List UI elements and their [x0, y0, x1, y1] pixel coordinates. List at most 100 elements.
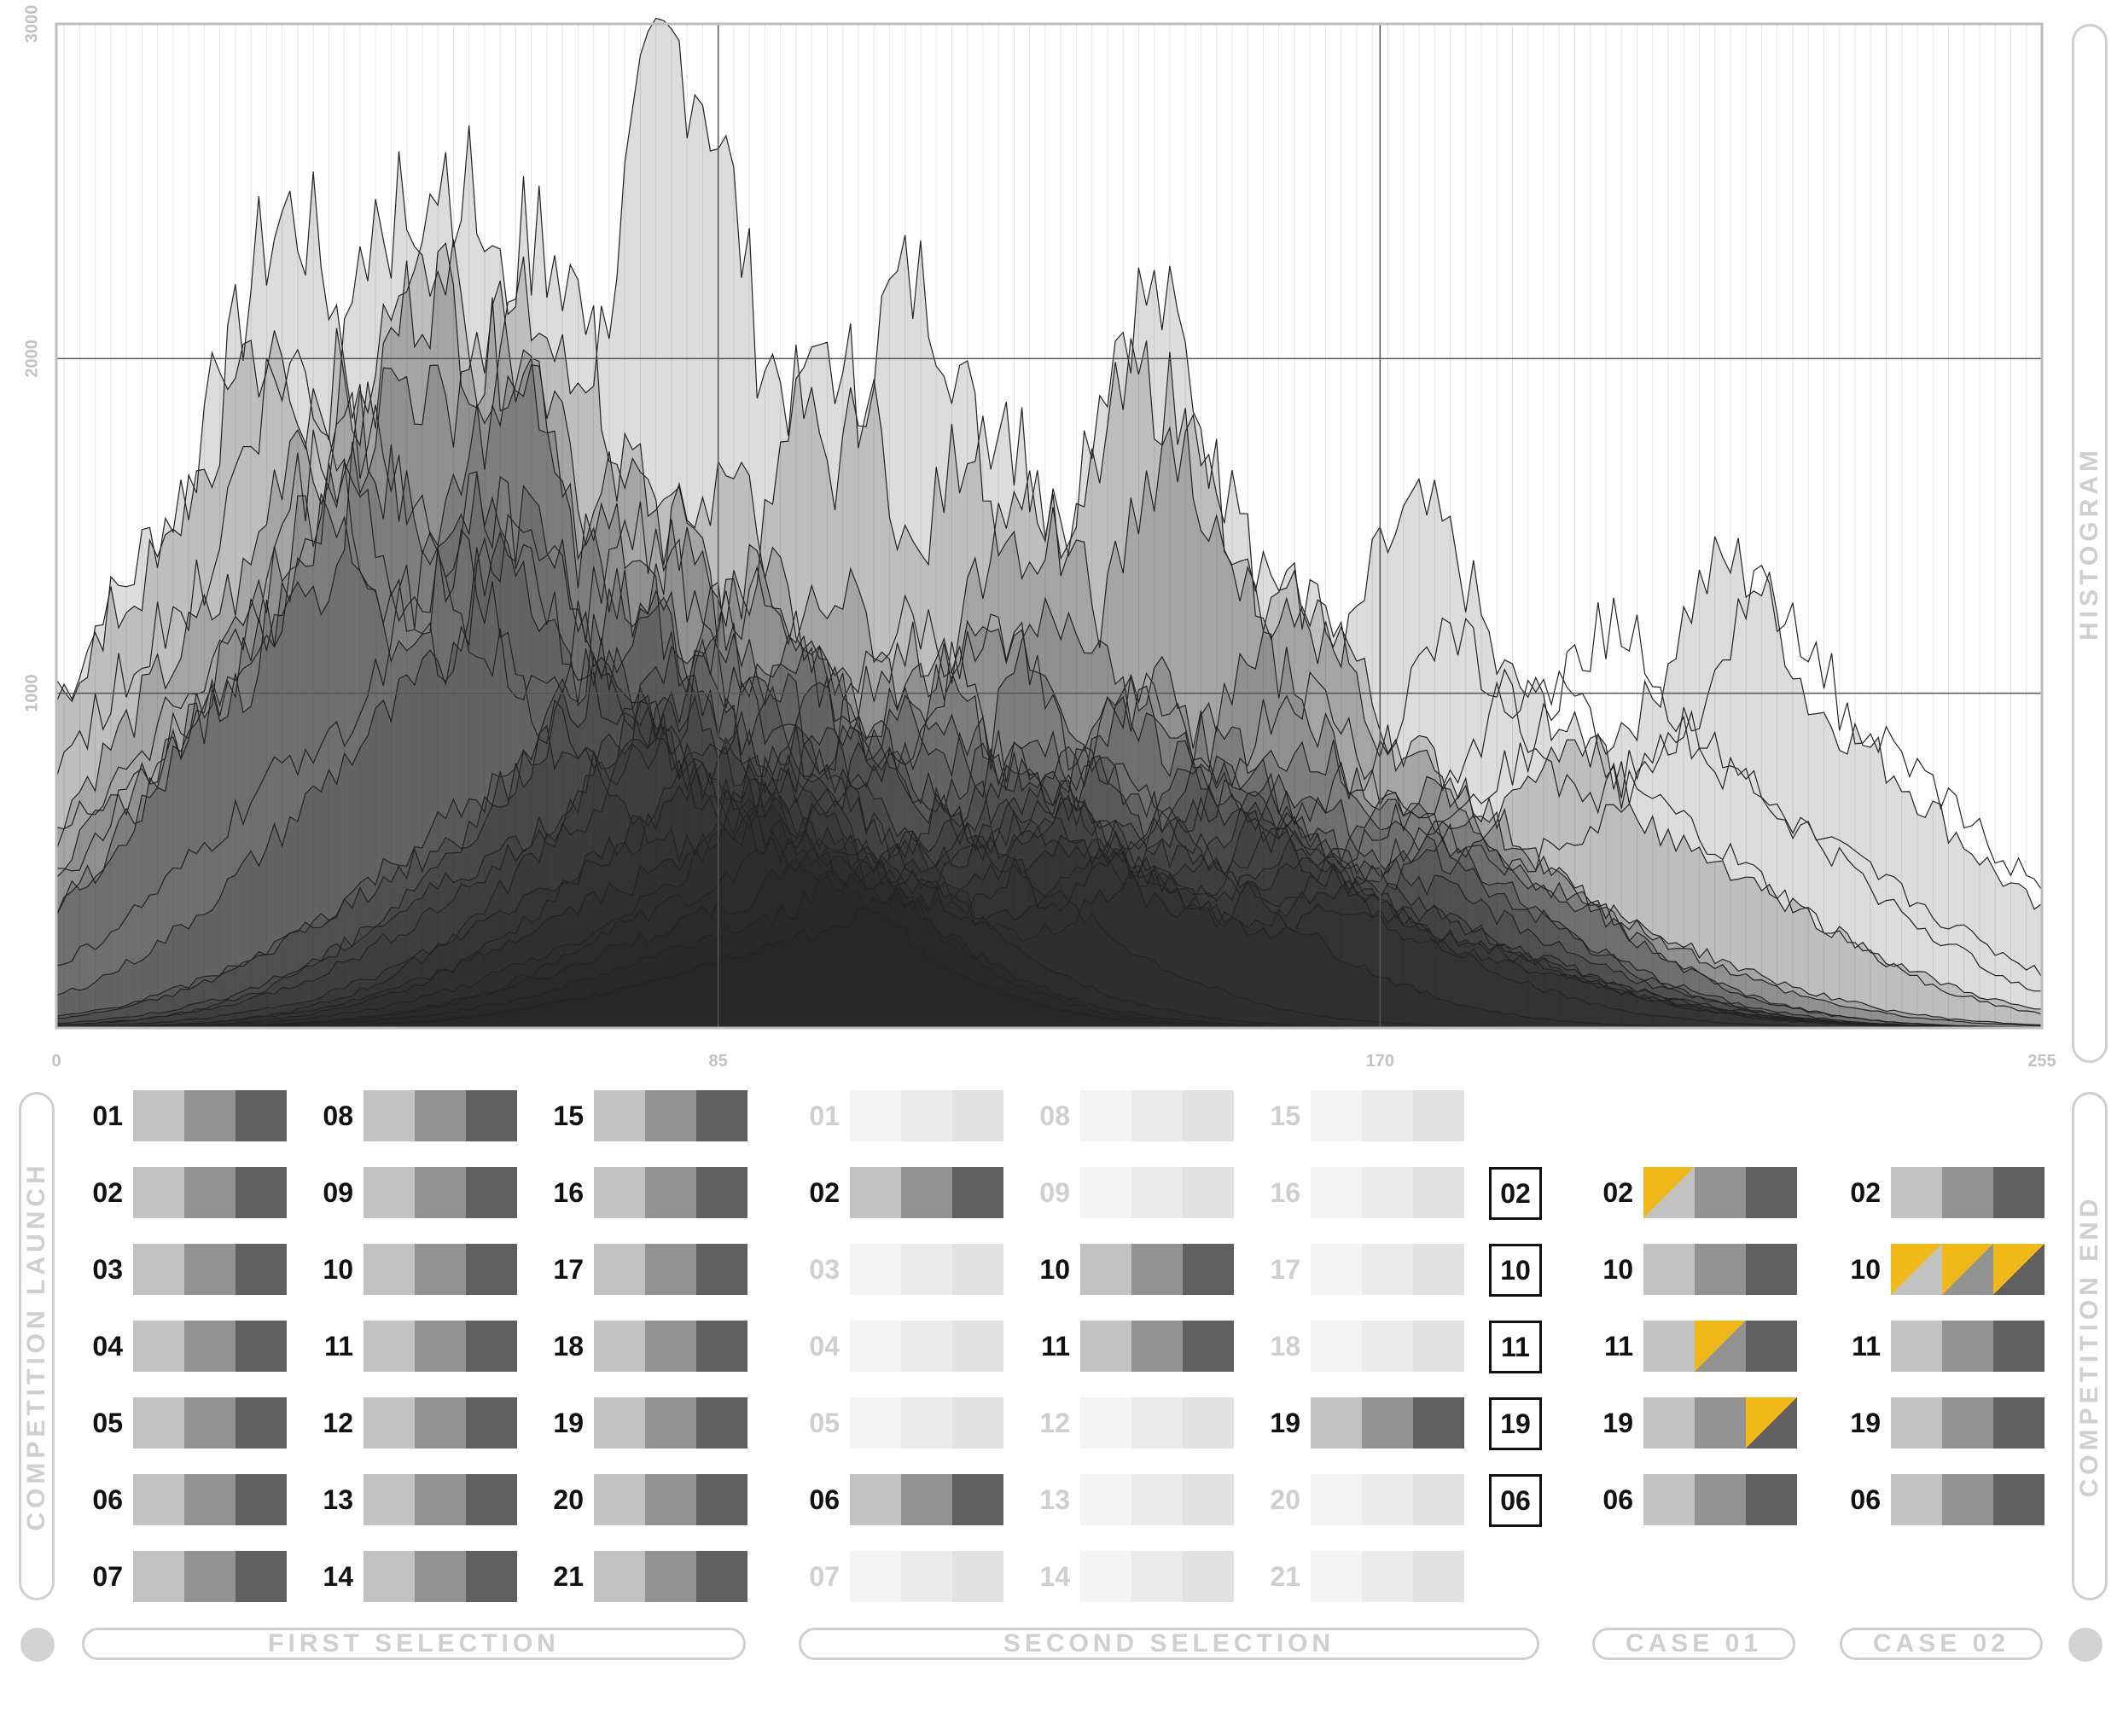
color-swatch	[850, 1167, 901, 1218]
entry-number: 02	[1850, 1177, 1881, 1208]
color-swatch	[133, 1321, 184, 1372]
color-swatch	[1695, 1397, 1746, 1449]
entry-number: 09	[323, 1177, 353, 1208]
color-swatch	[1993, 1474, 2044, 1525]
color-swatch	[1080, 1321, 1131, 1372]
color-swatch	[364, 1090, 415, 1141]
color-swatch	[133, 1167, 184, 1218]
color-swatch	[236, 1321, 287, 1372]
color-swatch	[1080, 1167, 1131, 1218]
entry-number: 05	[809, 1408, 840, 1438]
x-tick-label: 170	[1366, 1052, 1394, 1071]
color-swatch	[850, 1321, 901, 1372]
color-swatch	[133, 1244, 184, 1295]
histogram-series-line	[55, 348, 2043, 910]
histogram-series-area	[55, 742, 2043, 1029]
histogram-series-area	[55, 794, 2043, 1029]
color-swatch	[1942, 1474, 1993, 1525]
entry-number: 19	[1850, 1408, 1881, 1438]
color-swatch	[1993, 1167, 2044, 1218]
color-swatch	[645, 1090, 696, 1141]
color-swatch	[1183, 1090, 1234, 1141]
entry-number: 01	[92, 1100, 123, 1131]
entry-number: 02	[1602, 1177, 1633, 1208]
case-02-pill: CASE 02	[1840, 1628, 2043, 1660]
competition-launch-pill: COMPETITION LAUNCH	[19, 1092, 55, 1600]
color-swatch	[1891, 1397, 1942, 1449]
entry-number: 20	[553, 1484, 584, 1515]
entry-number: 07	[92, 1561, 123, 1592]
color-swatch	[1183, 1397, 1234, 1449]
color-swatch	[415, 1090, 466, 1141]
color-swatch	[594, 1551, 645, 1602]
entry-number: 14	[1039, 1561, 1070, 1592]
color-swatch	[952, 1321, 1003, 1372]
color-swatch	[184, 1397, 236, 1449]
entry-number: 17	[553, 1254, 584, 1285]
histogram-series-area	[55, 637, 2042, 1029]
color-swatch	[1695, 1321, 1746, 1372]
color-swatch	[952, 1551, 1003, 1602]
color-swatch	[952, 1474, 1003, 1525]
color-swatch	[1942, 1244, 1993, 1295]
first-selection-pill: FIRST SELECTION	[82, 1628, 746, 1660]
color-swatch	[952, 1167, 1003, 1218]
entry-number: 14	[323, 1561, 353, 1592]
entry-number: 15	[553, 1100, 584, 1131]
color-swatch	[594, 1090, 645, 1141]
color-swatch	[1362, 1321, 1413, 1372]
color-swatch	[594, 1474, 645, 1525]
color-swatch	[1413, 1321, 1464, 1372]
color-swatch	[850, 1397, 901, 1449]
color-swatch	[1746, 1244, 1797, 1295]
color-swatch	[1183, 1321, 1234, 1372]
entry-number: 04	[92, 1331, 123, 1362]
entry-number: 07	[809, 1561, 840, 1592]
entry-number: 03	[809, 1254, 840, 1285]
case-01-label: CASE 01	[1625, 1629, 1763, 1658]
color-swatch	[364, 1167, 415, 1218]
finalist-number: 19	[1489, 1397, 1542, 1450]
color-swatch	[1643, 1167, 1695, 1218]
color-swatch	[901, 1244, 952, 1295]
color-swatch	[696, 1397, 747, 1449]
color-swatch	[850, 1244, 901, 1295]
histogram-series-area	[55, 840, 2043, 1029]
y-tick-label: 2000	[22, 340, 41, 378]
x-tick-label: 0	[51, 1052, 61, 1071]
histogram-series-area	[55, 17, 2043, 1029]
color-swatch	[1131, 1090, 1183, 1141]
finalist-number: 02	[1489, 1167, 1542, 1220]
color-swatch	[236, 1244, 287, 1295]
color-swatch	[901, 1167, 952, 1218]
entry-number: 09	[1039, 1177, 1070, 1208]
color-swatch	[1942, 1397, 1993, 1449]
entry-number: 17	[1270, 1254, 1300, 1285]
color-swatch	[696, 1167, 747, 1218]
color-swatch	[1942, 1321, 1993, 1372]
left-dot	[20, 1628, 55, 1662]
entry-number: 20	[1270, 1484, 1300, 1515]
second-selection-label: SECOND SELECTION	[1003, 1629, 1335, 1658]
color-swatch	[645, 1321, 696, 1372]
color-swatch	[696, 1551, 747, 1602]
color-swatch	[1362, 1090, 1413, 1141]
color-swatch	[184, 1551, 236, 1602]
entry-number: 10	[1602, 1254, 1633, 1285]
color-swatch	[236, 1474, 287, 1525]
histogram-series-area	[55, 724, 2043, 1029]
color-swatch	[594, 1167, 645, 1218]
second-selection-pill: SECOND SELECTION	[799, 1628, 1539, 1660]
entry-number: 08	[323, 1100, 353, 1131]
color-swatch	[1891, 1321, 1942, 1372]
color-swatch	[1131, 1321, 1183, 1372]
color-swatch	[1311, 1321, 1362, 1372]
color-swatch	[184, 1321, 236, 1372]
color-swatch	[1993, 1244, 2044, 1295]
color-swatch	[184, 1244, 236, 1295]
color-swatch	[1695, 1167, 1746, 1218]
color-swatch	[1311, 1551, 1362, 1602]
color-swatch	[696, 1321, 747, 1372]
y-tick-label: 1000	[22, 674, 41, 712]
color-swatch	[1311, 1090, 1362, 1141]
